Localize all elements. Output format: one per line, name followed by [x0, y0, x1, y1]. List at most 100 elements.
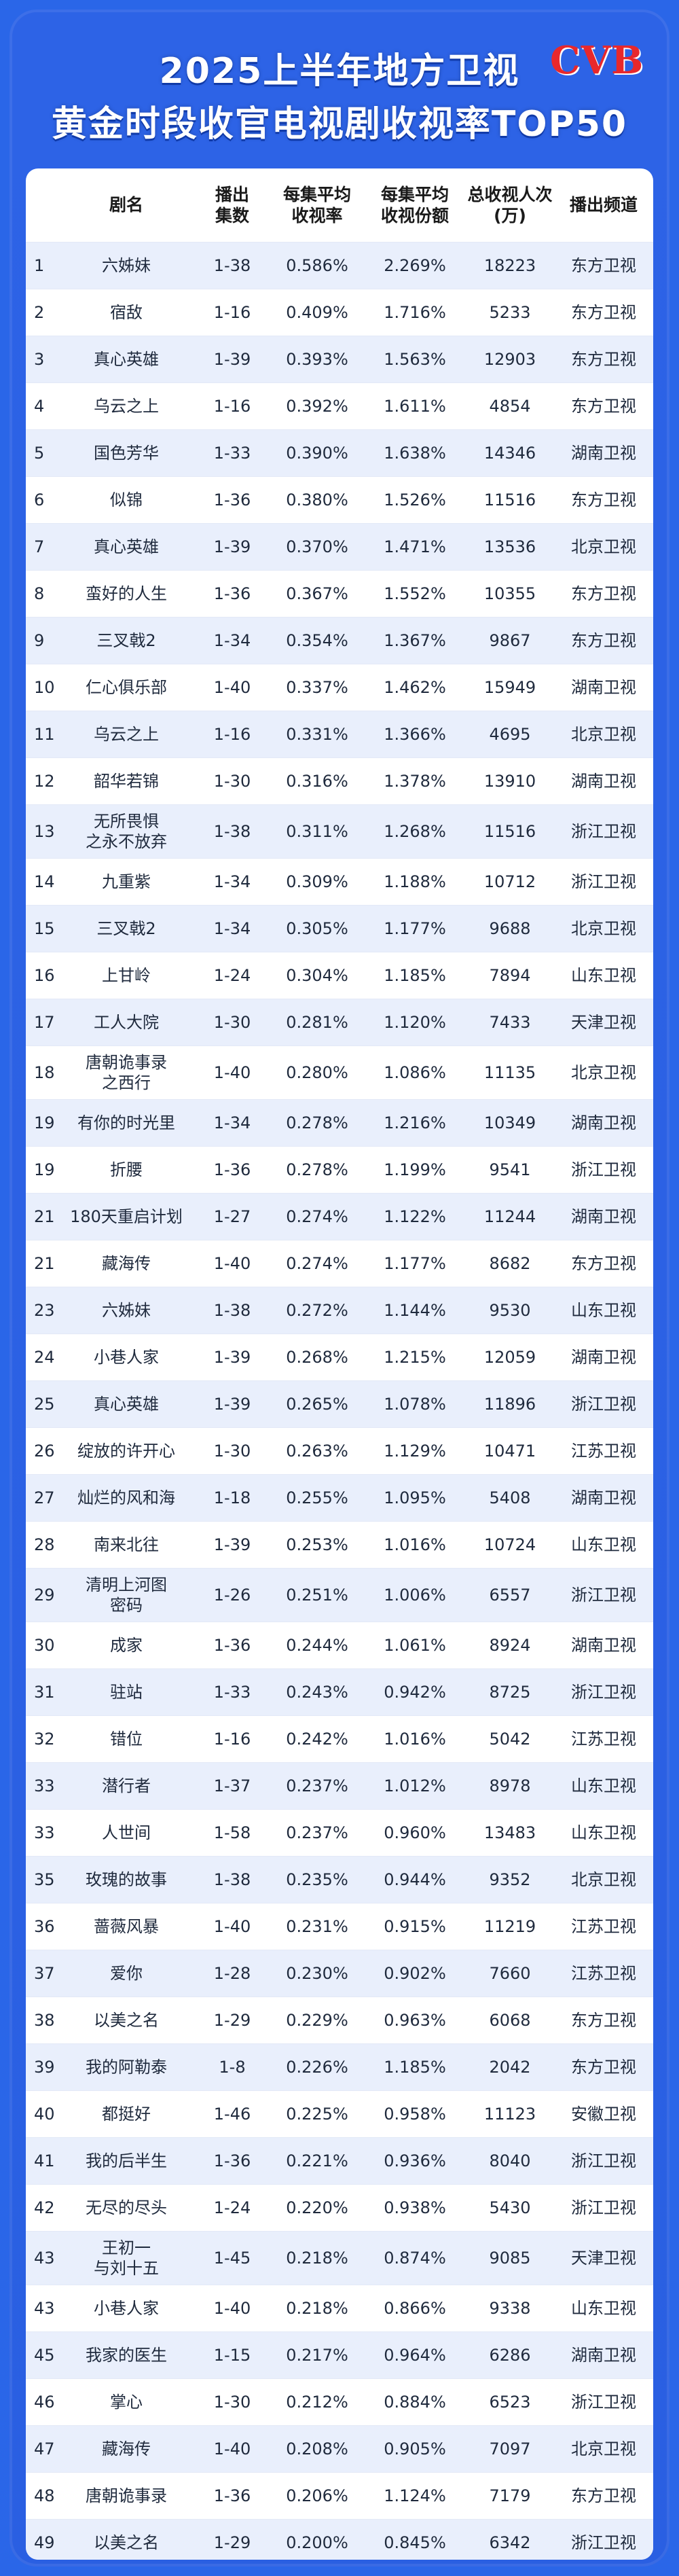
- avg-share-cell: 0.958%: [384, 2105, 446, 2124]
- channel-cell: 北京卫视: [571, 725, 636, 744]
- table-row: 32 错位 1-16 0.242% 1.016% 5042 江苏卫视: [26, 1715, 653, 1762]
- channel-cell: 湖南卫视: [571, 772, 636, 791]
- total-viewers-cell: 9867: [489, 631, 531, 650]
- table-row: 41 我的后半生 1-36 0.221% 0.936% 8040 浙江卫视: [26, 2137, 653, 2184]
- rank-cell: 3: [34, 350, 45, 369]
- avg-rating-cell: 0.208%: [286, 2439, 348, 2458]
- channel-cell: 北京卫视: [571, 1870, 636, 1889]
- avg-share-cell: 1.177%: [384, 919, 446, 938]
- rank-cell: 39: [34, 2058, 55, 2077]
- title-cell: 都挺好: [102, 2105, 151, 2124]
- total-viewers-cell: 5408: [489, 1488, 531, 1507]
- title-cell: 错位: [110, 1730, 143, 1749]
- avg-rating-cell: 0.268%: [286, 1348, 348, 1367]
- episodes-cell: 1-39: [213, 1535, 251, 1554]
- title-cell: 无所畏惧 之永不放弃: [86, 812, 167, 851]
- avg-rating-cell: 0.309%: [286, 872, 348, 891]
- title-cell: 上甘岭: [102, 966, 151, 985]
- episodes-cell: 1-27: [213, 1207, 251, 1226]
- ratings-table: 剧名 播出 集数 每集平均 收视率 每集平均 收视份额 总收视人次 (万) 播出…: [26, 168, 653, 2560]
- title-cell: 国色芳华: [94, 444, 159, 463]
- title-cell: 我家的医生: [86, 2346, 167, 2365]
- avg-share-cell: 1.215%: [384, 1348, 446, 1367]
- title-cell: 玫瑰的故事: [86, 1870, 167, 1889]
- episodes-cell: 1-30: [213, 1442, 251, 1461]
- title-cell: 南来北往: [94, 1535, 159, 1554]
- table-row: 2 宿敌 1-16 0.409% 1.716% 5233 东方卫视: [26, 289, 653, 336]
- table-header: 剧名 播出 集数 每集平均 收视率 每集平均 收视份额 总收视人次 (万) 播出…: [26, 168, 653, 242]
- table-row: 25 真心英雄 1-39 0.265% 1.078% 11896 浙江卫视: [26, 1380, 653, 1427]
- avg-rating-cell: 0.354%: [286, 631, 348, 650]
- avg-share-cell: 1.526%: [384, 490, 446, 509]
- avg-rating-cell: 0.243%: [286, 1683, 348, 1702]
- total-viewers-cell: 9085: [489, 2249, 531, 2268]
- table-row: 21 180天重启计划 1-27 0.274% 1.122% 11244 湖南卫视: [26, 1193, 653, 1240]
- avg-rating-cell: 0.221%: [286, 2151, 348, 2170]
- total-viewers-cell: 6523: [489, 2393, 531, 2412]
- table-body: 1 六姊妹 1-38 0.586% 2.269% 18223 东方卫视 2 宿敌 1-16 0.40…: [26, 242, 653, 2560]
- rank-cell: 29: [34, 1586, 55, 1605]
- table-row: 46 掌心 1-30 0.212% 0.884% 6523 浙江卫视: [26, 2378, 653, 2425]
- channel-cell: 东方卫视: [571, 397, 636, 416]
- avg-rating-cell: 0.316%: [286, 772, 348, 791]
- title-cell: 真心英雄: [94, 1395, 159, 1414]
- avg-share-cell: 1.086%: [384, 1063, 446, 1082]
- table-row: 19 折腰 1-36 0.278% 1.199% 9541 浙江卫视: [26, 1146, 653, 1193]
- table-row: 36 蔷薇风暴 1-40 0.231% 0.915% 11219 江苏卫视: [26, 1903, 653, 1950]
- avg-share-cell: 1.012%: [384, 1776, 446, 1795]
- table-row: 7 真心英雄 1-39 0.370% 1.471% 13536 北京卫视: [26, 523, 653, 570]
- rank-cell: 9: [34, 631, 45, 650]
- title-cell: 人世间: [102, 1823, 151, 1842]
- avg-share-cell: 0.905%: [384, 2439, 446, 2458]
- title-cell: 工人大院: [94, 1013, 159, 1032]
- rank-cell: 5: [34, 444, 45, 463]
- table-row: 9 三叉戟2 1-34 0.354% 1.367% 9867 东方卫视: [26, 617, 653, 664]
- total-viewers-cell: 8725: [489, 1683, 531, 1702]
- title-cell: 三叉戟2: [96, 919, 156, 938]
- avg-share-cell: 0.915%: [384, 1917, 446, 1936]
- episodes-cell: 1-36: [213, 2486, 251, 2505]
- avg-rating-cell: 0.206%: [286, 2486, 348, 2505]
- episodes-cell: 1-30: [213, 1013, 251, 1032]
- rank-cell: 19: [34, 1160, 55, 1179]
- channel-cell: 湖南卫视: [571, 1488, 636, 1507]
- table-row: 27 灿烂的风和海 1-18 0.255% 1.095% 5408 湖南卫视: [26, 1474, 653, 1521]
- table-row: 26 绽放的许开心 1-30 0.263% 1.129% 10471 江苏卫视: [26, 1427, 653, 1474]
- channel-cell: 江苏卫视: [571, 1964, 636, 1983]
- table-row: 4 乌云之上 1-16 0.392% 1.611% 4854 东方卫视: [26, 382, 653, 429]
- total-viewers-cell: 7660: [489, 1964, 531, 1983]
- total-viewers-cell: 5430: [489, 2198, 531, 2217]
- title-cell: 折腰: [110, 1160, 143, 1179]
- total-viewers-cell: 15949: [483, 678, 536, 697]
- channel-cell: 江苏卫视: [571, 1917, 636, 1936]
- avg-rating-cell: 0.390%: [286, 444, 348, 463]
- table-row: 17 工人大院 1-30 0.281% 1.120% 7433 天津卫视: [26, 999, 653, 1045]
- avg-rating-cell: 0.304%: [286, 966, 348, 985]
- table-row: 11 乌云之上 1-16 0.331% 1.366% 4695 北京卫视: [26, 711, 653, 757]
- table-row: 47 藏海传 1-40 0.208% 0.905% 7097 北京卫视: [26, 2425, 653, 2472]
- total-viewers-cell: 10355: [483, 584, 536, 603]
- rank-cell: 18: [34, 1063, 55, 1082]
- avg-rating-cell: 0.392%: [286, 397, 348, 416]
- table-row: 49 以美之名 1-29 0.200% 0.845% 6342 浙江卫视: [26, 2519, 653, 2560]
- avg-share-cell: 2.269%: [384, 256, 446, 275]
- avg-rating-cell: 0.212%: [286, 2393, 348, 2412]
- avg-rating-cell: 0.253%: [286, 1535, 348, 1554]
- total-viewers-cell: 13910: [483, 772, 536, 791]
- total-viewers-cell: 7097: [489, 2439, 531, 2458]
- episodes-cell: 1-24: [213, 966, 251, 985]
- avg-share-cell: 0.874%: [384, 2249, 446, 2268]
- channel-cell: 湖南卫视: [571, 1207, 636, 1226]
- title-cell: 有你的时光里: [77, 1113, 175, 1132]
- avg-share-cell: 1.199%: [384, 1160, 446, 1179]
- rank-cell: 6: [34, 490, 45, 509]
- total-viewers-cell: 10349: [483, 1113, 536, 1132]
- total-viewers-cell: 10471: [483, 1442, 536, 1461]
- total-viewers-cell: 8978: [489, 1776, 531, 1795]
- episodes-cell: 1-40: [213, 1917, 251, 1936]
- channel-cell: 湖南卫视: [571, 1636, 636, 1655]
- episodes-cell: 1-33: [213, 444, 251, 463]
- title-cell: 我的后半生: [86, 2151, 167, 2170]
- channel-cell: 东方卫视: [571, 350, 636, 369]
- avg-rating-cell: 0.200%: [286, 2533, 348, 2552]
